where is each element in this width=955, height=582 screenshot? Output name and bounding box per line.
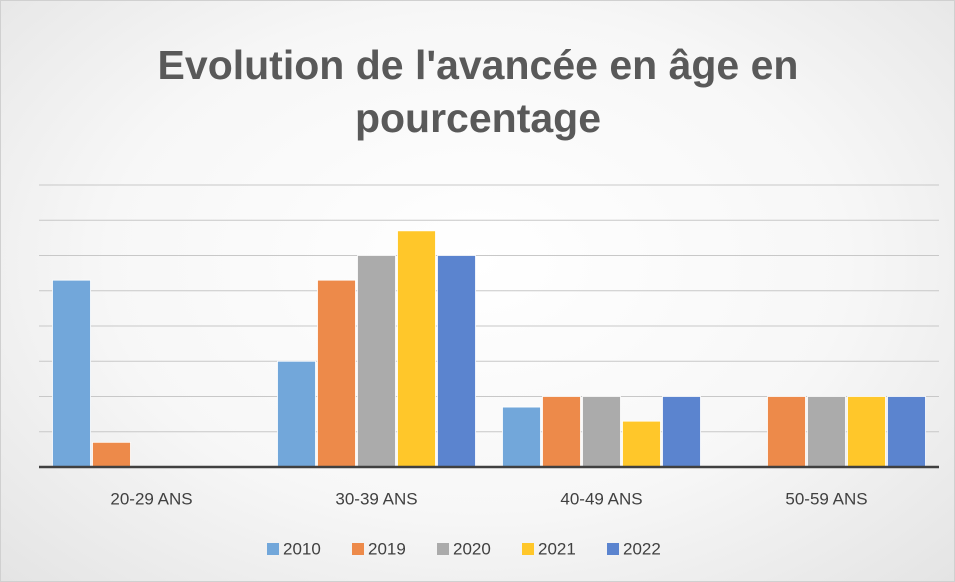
bar xyxy=(397,230,436,468)
legend-swatch xyxy=(437,543,449,555)
bar xyxy=(662,396,701,468)
legend-swatch xyxy=(352,543,364,555)
legend-label: 2010 xyxy=(283,539,321,558)
bar xyxy=(767,396,806,468)
legend-swatch xyxy=(522,543,534,555)
x-tick-label: 30-39 ANS xyxy=(335,489,417,508)
legend-label: 2019 xyxy=(368,539,406,558)
bar xyxy=(277,360,316,468)
bar xyxy=(357,255,396,468)
bar xyxy=(502,406,541,468)
chart-title: Evolution de l'avancée en âge en pourcen… xyxy=(157,42,799,141)
bar xyxy=(542,396,581,468)
bar xyxy=(317,279,356,468)
legend-label: 2022 xyxy=(623,539,661,558)
x-tick-label: 50-59 ANS xyxy=(785,489,867,508)
legend-label: 2020 xyxy=(453,539,491,558)
bar xyxy=(622,420,661,468)
legend-swatch xyxy=(267,543,279,555)
bar xyxy=(92,441,131,468)
x-tick-label: 20-29 ANS xyxy=(110,489,192,508)
bar xyxy=(887,396,926,468)
bar xyxy=(847,396,886,468)
legend-label: 2021 xyxy=(538,539,576,558)
x-tick-label: 40-49 ANS xyxy=(560,489,642,508)
bar xyxy=(437,255,476,468)
bar xyxy=(582,396,621,468)
bar xyxy=(52,279,91,468)
bar xyxy=(807,396,846,468)
legend-swatch xyxy=(607,543,619,555)
